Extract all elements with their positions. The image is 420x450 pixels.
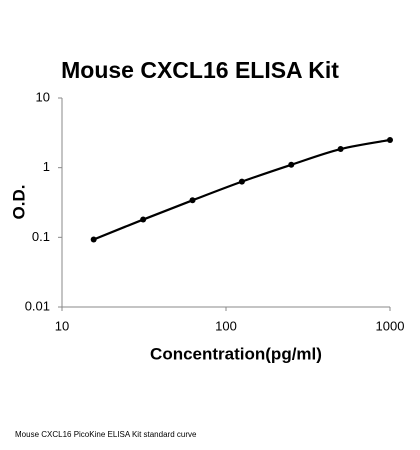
caption: Mouse CXCL16 PicoKine ELISA Kit standard… bbox=[15, 430, 197, 439]
point bbox=[337, 146, 344, 153]
chart-title: Mouse CXCL16 ELISA Kit bbox=[61, 57, 339, 83]
x-tick-label: 100 bbox=[215, 318, 237, 333]
point bbox=[140, 216, 147, 223]
x-tick-label: 10 bbox=[55, 318, 69, 333]
point bbox=[189, 197, 196, 204]
y-tick-label: 10 bbox=[36, 89, 50, 104]
point bbox=[238, 178, 245, 185]
y-tick-label: 1 bbox=[43, 159, 50, 174]
point bbox=[90, 236, 97, 243]
point bbox=[387, 136, 393, 143]
curve bbox=[93, 138, 391, 241]
y-tick-label: 0.01 bbox=[25, 298, 50, 313]
y-axis-label: O.D. bbox=[9, 185, 28, 220]
y-tick-label: 0.1 bbox=[32, 229, 50, 244]
x-axis-label: Concentration(pg/ml) bbox=[150, 344, 322, 363]
point bbox=[288, 161, 295, 168]
x-tick-label: 1000 bbox=[376, 318, 405, 333]
